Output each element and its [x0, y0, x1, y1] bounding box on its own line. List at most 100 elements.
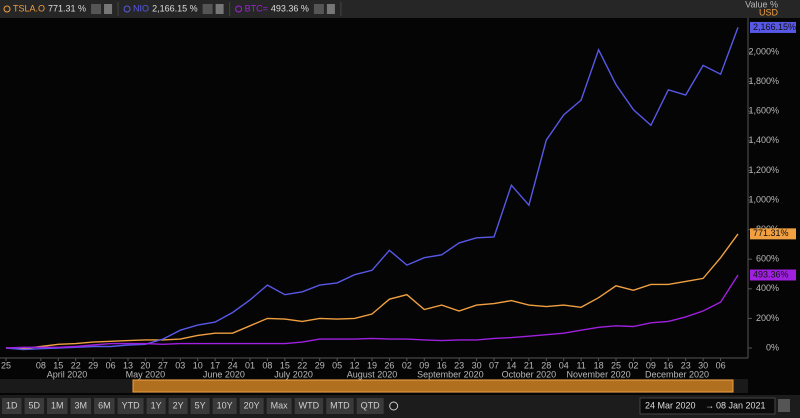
y-tick-label: 1,600% [748, 106, 779, 116]
legend-toggle[interactable] [313, 4, 324, 14]
legend-delete[interactable] [215, 4, 224, 14]
x-tick-label: 08 [36, 360, 46, 370]
x-tick-label: 28 [541, 360, 551, 370]
toolbar-button-bg [326, 398, 354, 414]
legend-delete[interactable] [104, 4, 113, 14]
toolbar-button[interactable]: 1D [2, 398, 22, 414]
toolbar-button[interactable]: 3M [70, 398, 92, 414]
toolbar-button-label: MTD [330, 400, 350, 410]
toolbar-button-label: 3M [75, 400, 88, 410]
legend-name: NIO [133, 3, 149, 13]
x-tick-label: 09 [646, 360, 656, 370]
toolbar-button-label: QTD [361, 400, 380, 410]
toolbar-button[interactable]: 1Y [146, 398, 166, 414]
y-tick-label: 1,200% [748, 165, 779, 175]
toolbar-button[interactable]: QTD [356, 398, 384, 414]
x-tick-label: 15 [53, 360, 63, 370]
toolbar-button-label: 6M [98, 400, 111, 410]
x-tick-label: 04 [559, 360, 569, 370]
x-tick-label: 17 [210, 360, 220, 370]
toolbar-button-label: 1Y [151, 400, 162, 410]
toolbar-button[interactable]: 5Y [190, 398, 210, 414]
legend-delete[interactable] [326, 4, 335, 14]
toolbar-button-bg [190, 398, 210, 414]
month-label: December 2020 [645, 369, 709, 379]
legend-value: 2,166.15 % [152, 3, 198, 13]
toolbar-button[interactable]: 20Y [239, 398, 264, 414]
end-label-text: 771.31% [753, 228, 789, 238]
x-tick-label: 07 [489, 360, 499, 370]
toolbar-button-label: WTD [299, 400, 320, 410]
legend-value: 493.36 % [271, 3, 309, 13]
x-tick-label: 23 [454, 360, 464, 370]
month-label: June 2020 [203, 369, 245, 379]
toolbar-button[interactable]: Max [266, 398, 292, 414]
scrollbar-thumb[interactable] [132, 379, 734, 393]
toolbar-button-bg [266, 398, 292, 414]
line-series [5, 274, 739, 349]
toolbar-button-label: 1M [51, 400, 64, 410]
x-tick-label: 09 [419, 360, 429, 370]
toolbar-button[interactable]: 6M [94, 398, 115, 414]
x-tick-label: 15 [280, 360, 290, 370]
y-axis-title: Value % [745, 0, 778, 9]
toolbar-button[interactable]: 5D [24, 398, 45, 414]
end-label-text: 493.36% [753, 269, 789, 279]
toolbar-button-bg [146, 398, 166, 414]
legend-icon [3, 5, 11, 13]
toolbar-button-bg [2, 398, 22, 414]
toolbar-button-bg [356, 398, 384, 414]
range-sep: → [705, 400, 714, 410]
month-label: October 2020 [502, 369, 557, 379]
toolbar-button-bg [94, 398, 115, 414]
end-label: 771.31% [750, 228, 796, 240]
toolbar-button[interactable]: YTD [117, 398, 144, 414]
x-tick-label: 24 [228, 360, 238, 370]
toolbar-button-label: Max [271, 400, 289, 410]
end-label-box [750, 228, 796, 240]
date-range-box[interactable] [639, 397, 776, 415]
x-tick-label: 22 [297, 360, 307, 370]
legend-icon [123, 5, 131, 13]
month-label: September 2020 [417, 369, 484, 379]
x-tick-label: 22 [71, 360, 81, 370]
toolbar-button[interactable]: 2Y [168, 398, 188, 414]
x-tick-label: 21 [524, 360, 534, 370]
toolbar-button-bg [70, 398, 92, 414]
x-tick-label: 29 [315, 360, 325, 370]
x-tick-label: 30 [472, 360, 482, 370]
toolbar-button[interactable]: MTD [326, 398, 354, 414]
y-tick-label: 1,000% [748, 194, 779, 204]
toolbar-button-label: 1D [6, 400, 18, 410]
x-tick-label: 13 [123, 360, 133, 370]
toolbar-button-bg [168, 398, 188, 414]
legend-toggle[interactable] [202, 4, 213, 14]
toolbar-button-bg [239, 398, 264, 414]
y-tick-label: 1,800% [748, 76, 779, 86]
range-start: 24 Mar 2020 [645, 400, 696, 410]
x-tick-label: 23 [681, 360, 691, 370]
y-axis-unit: USD [759, 7, 779, 17]
x-tick-label: 02 [628, 360, 638, 370]
legend-name: BTC= [245, 3, 268, 13]
settings-icon[interactable] [389, 401, 399, 411]
end-label-box [750, 269, 796, 281]
x-tick-label: 16 [663, 360, 673, 370]
toolbar-button[interactable]: 1M [47, 398, 68, 414]
toolbar-button[interactable]: WTD [294, 398, 324, 414]
x-tick-label: 19 [367, 360, 377, 370]
calendar-icon[interactable] [778, 399, 790, 412]
month-label: May 2020 [126, 369, 166, 379]
month-label: November 2020 [567, 369, 631, 379]
toolbar-button-label: YTD [122, 400, 141, 410]
toolbar-button-label: 5Y [195, 400, 206, 410]
toolbar-button[interactable]: 10Y [212, 398, 237, 414]
legend-name: TSLA.O [13, 3, 45, 13]
legend-toggle[interactable] [91, 4, 102, 14]
x-tick-label: 14 [506, 360, 516, 370]
month-label: July 2020 [274, 369, 313, 379]
x-tick-label: 25 [1, 360, 11, 370]
x-tick-label: 27 [158, 360, 168, 370]
range-end: 08 Jan 2021 [716, 400, 766, 410]
x-tick-label: 08 [262, 360, 272, 370]
